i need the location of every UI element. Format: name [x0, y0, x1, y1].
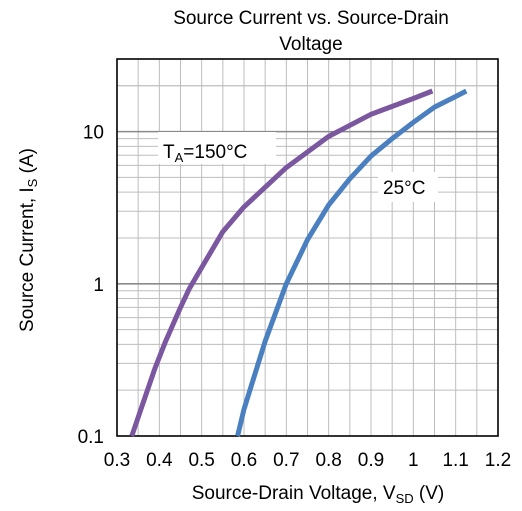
y-axis-label: Source Current, IS (A) [17, 148, 40, 332]
series-label-150c-rest: =150°C [183, 142, 247, 163]
x-tick-label: 0.9 [358, 450, 384, 471]
x-axis-label-sub: SD [396, 491, 414, 506]
series-line-25c [235, 88, 468, 437]
x-tick-labels: 0.3 0.4 0.5 0.6 0.7 0.8 0.9 1 1.1 1.2 [104, 450, 511, 471]
label-bg-25c [378, 172, 438, 202]
x-axis-label-main: Source-Drain Voltage, V [192, 483, 396, 504]
x-axis-label: Source-Drain Voltage, VSD (V) [192, 483, 445, 506]
series-line-150c [129, 88, 434, 437]
y-axis-label-sub: S [25, 178, 40, 187]
x-tick-label: 1 [408, 450, 419, 471]
plot-frame [116, 58, 499, 437]
chart-title-line1: Source Current vs. Source-Drain [173, 8, 449, 29]
series-layer [129, 88, 468, 437]
grid [117, 59, 498, 436]
series-label-150c-sub: A [175, 150, 184, 165]
x-tick-label: 0.3 [104, 450, 130, 471]
y-tick-label: 10 [83, 123, 104, 144]
x-tick-label: 1.1 [442, 450, 468, 471]
x-axis-label-unit: (V) [414, 483, 445, 504]
y-axis-label-unit: (A) [17, 148, 38, 179]
series-label-25c: 25°C [383, 178, 425, 199]
x-tick-label: 0.6 [231, 450, 257, 471]
x-tick-label: 0.8 [315, 450, 341, 471]
x-tick-label: 0.4 [146, 450, 173, 471]
series-label-150c-main: T [163, 142, 175, 163]
x-tick-label: 1.2 [485, 450, 511, 471]
x-tick-label: 0.7 [273, 450, 299, 471]
x-tick-label: 0.5 [188, 450, 214, 471]
series-label-150c: TA=150°C [163, 142, 247, 165]
y-tick-label: 1 [93, 275, 104, 296]
chart-title-line2: Voltage [279, 34, 342, 55]
y-tick-labels: 0.1 1 10 [78, 123, 104, 448]
y-axis-label-main: Source Current, I [17, 187, 38, 332]
label-bg-150c [158, 132, 276, 164]
y-tick-label: 0.1 [78, 427, 104, 448]
